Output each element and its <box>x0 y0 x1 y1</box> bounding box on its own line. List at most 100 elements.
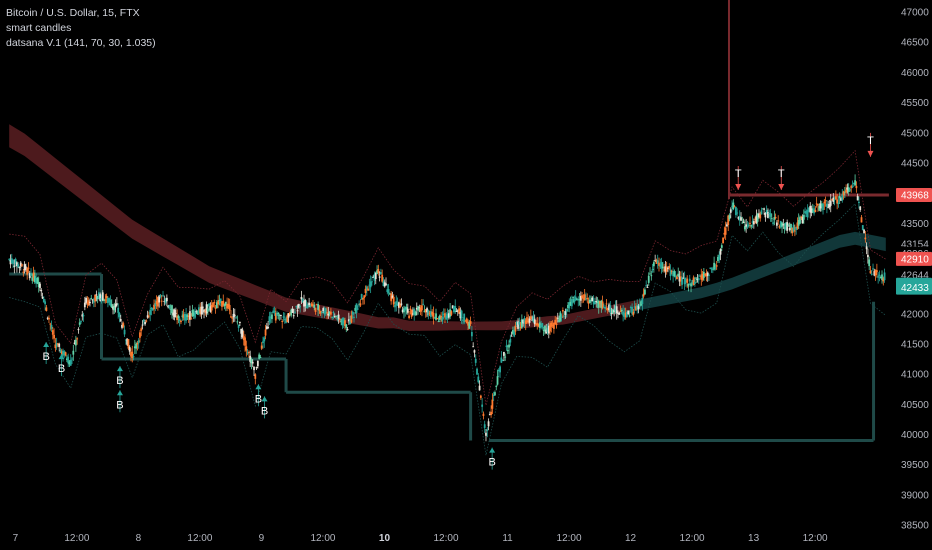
candle-body <box>264 329 267 336</box>
candle-body <box>331 317 334 319</box>
candle-body <box>204 310 207 313</box>
candle-body <box>533 319 536 325</box>
candle-body <box>450 311 453 315</box>
candle-body <box>19 262 22 267</box>
candle-body <box>273 310 276 313</box>
lower-envelope-line <box>9 202 887 456</box>
y-tick-label: 39500 <box>901 460 929 471</box>
candle-body <box>778 225 781 228</box>
candle-body <box>163 300 166 302</box>
candle-body <box>114 303 117 308</box>
candle-body <box>505 345 508 348</box>
candle-body <box>727 215 730 225</box>
legend-indicator-smart-candles[interactable]: smart candles <box>6 22 72 34</box>
candle-body <box>271 314 273 320</box>
candle-body <box>506 350 509 352</box>
candle-body <box>615 306 618 314</box>
buy-marker-arrow-icon <box>255 384 262 390</box>
y-tick-label: 39000 <box>901 490 929 501</box>
legend-symbol[interactable]: Bitcoin / U.S. Dollar, 15, FTX <box>6 7 140 19</box>
candle-body <box>802 215 805 220</box>
candle-body <box>664 266 667 272</box>
candle-body <box>686 278 689 283</box>
candle-body <box>205 304 208 314</box>
candle-body <box>49 323 52 325</box>
candle-body <box>145 320 148 322</box>
candle-body <box>165 297 168 302</box>
candle-body <box>374 272 377 279</box>
candle-body <box>838 195 841 199</box>
candle-body <box>731 205 733 207</box>
candle-body <box>638 304 641 307</box>
candle-body <box>445 315 448 320</box>
candle-body <box>148 315 150 317</box>
candle-body <box>177 315 180 319</box>
candle-body <box>563 315 566 317</box>
candle-body <box>728 215 731 220</box>
buy-marker-label: B <box>255 393 262 405</box>
candle-body <box>58 343 61 347</box>
candle-body <box>808 207 810 211</box>
candle-body <box>626 311 628 317</box>
candle-body <box>840 198 842 201</box>
candle-body <box>741 222 744 224</box>
candle-body <box>217 300 220 305</box>
candle-body <box>832 197 835 202</box>
buy-marker-arrow-icon <box>489 447 496 453</box>
candle-body <box>810 208 813 213</box>
candle-body <box>783 227 786 229</box>
candle-body <box>558 319 560 323</box>
candle-body <box>263 337 266 342</box>
candle-body <box>149 309 152 315</box>
candle-body <box>46 317 49 319</box>
candle-body <box>567 305 569 309</box>
sell-marker-arrow-icon <box>867 150 874 157</box>
candle-body <box>369 281 372 288</box>
candle-body <box>405 307 408 310</box>
candle-body <box>282 316 285 318</box>
price-tag-bg <box>896 251 932 266</box>
candle-body <box>124 339 127 341</box>
candle-body <box>103 299 105 302</box>
candle-body <box>588 299 591 303</box>
y-tick-label: 46000 <box>901 68 929 79</box>
candle-body <box>658 262 660 266</box>
candle-body <box>824 200 827 202</box>
candle-body <box>718 254 721 260</box>
candle-body <box>586 298 589 300</box>
x-tick-label: 12:00 <box>557 533 582 544</box>
candle-body <box>617 312 619 314</box>
candle-body <box>326 312 328 314</box>
candle-body <box>127 339 130 349</box>
sell-marker-label: T <box>867 135 874 147</box>
candle-body <box>877 276 880 278</box>
candle-body <box>858 201 860 204</box>
candle-body <box>645 285 648 287</box>
candle-body <box>394 304 396 308</box>
candle-body <box>322 308 325 312</box>
candle-body <box>235 317 237 319</box>
candle-body <box>483 424 486 428</box>
candle-body <box>324 308 327 314</box>
legend-indicator-datsana[interactable]: datsana V.1 (141, 70, 30, 1.035) <box>6 37 156 49</box>
candle-body <box>462 319 464 321</box>
candle-body <box>382 281 385 287</box>
candle-body <box>499 366 501 373</box>
candle-body <box>57 343 59 345</box>
candle-body <box>301 299 304 303</box>
candle-body <box>745 224 748 227</box>
candle-body <box>314 307 317 312</box>
candle-body <box>319 311 322 314</box>
candle-body <box>517 321 519 329</box>
candle-body <box>162 295 164 297</box>
candle-body <box>292 315 295 317</box>
candle-body <box>455 310 458 312</box>
candle-body <box>865 246 868 250</box>
candle-body <box>118 312 121 317</box>
y-tick-label: 47000 <box>901 8 929 19</box>
candle-body <box>518 322 521 325</box>
candle-body <box>192 312 195 316</box>
candle-body <box>39 283 41 288</box>
